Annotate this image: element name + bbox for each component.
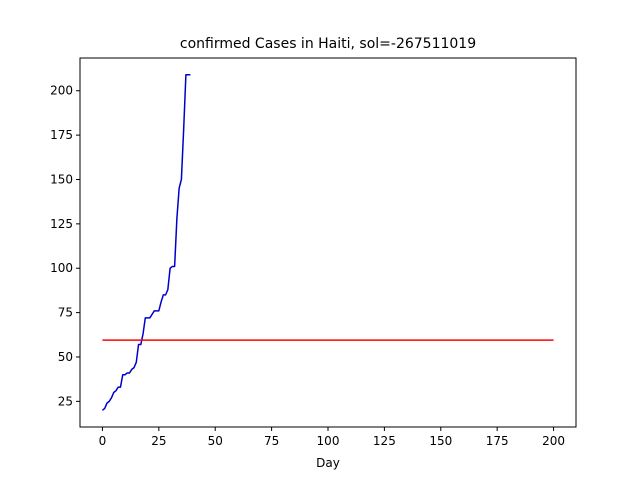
y-tick-label: 175 [50,128,73,142]
x-tick-label: 125 [373,434,396,448]
chart-title: confirmed Cases in Haiti, sol=-267511019 [180,36,476,52]
series-line-0 [101,74,191,411]
y-tick-label: 25 [58,394,73,408]
x-axis-label: Day [316,456,340,470]
y-tick-label: 150 [50,172,73,186]
y-tick-label: 100 [50,261,73,275]
y-tick-label: 125 [50,217,73,231]
x-axis: 0 25 50 75 100 125 150 175 200 [99,427,565,448]
y-tick-label: 200 [50,84,73,98]
x-tick-label: 50 [208,434,223,448]
series-layer [101,74,554,411]
x-tick-label: 75 [264,434,279,448]
x-tick-label: 150 [429,434,452,448]
plot-frame [79,57,577,428]
y-tick-label: 50 [58,350,73,364]
x-tick-label: 25 [151,434,166,448]
x-tick-label: 175 [486,434,509,448]
x-tick-label: 200 [542,434,565,448]
y-axis: 25 50 75 100 125 150 175 200 [50,84,80,408]
y-tick-label: 75 [58,306,73,320]
x-tick-label: 100 [317,434,340,448]
x-tick-label: 0 [99,434,107,448]
